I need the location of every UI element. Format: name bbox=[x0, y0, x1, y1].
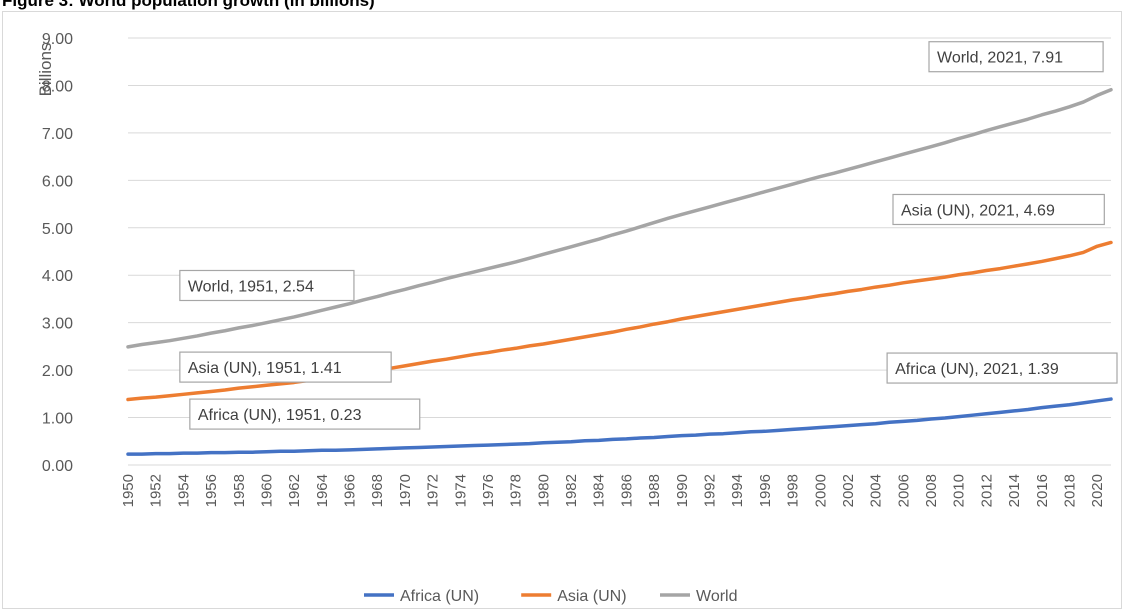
y-tick-label: 8.00 bbox=[42, 78, 73, 95]
y-tick-label: 7.00 bbox=[42, 126, 73, 143]
y-tick-label: 2.00 bbox=[42, 363, 73, 380]
y-tick-label: 0.00 bbox=[42, 458, 73, 475]
y-tick-label: 6.00 bbox=[42, 173, 73, 190]
y-tick-label: 9.00 bbox=[42, 31, 73, 48]
x-tick-label: 2008 bbox=[923, 474, 940, 507]
y-tick-label: 3.00 bbox=[42, 316, 73, 333]
chart-frame: 0.00 1.00 2.00 3.00 4.00 5.00 6.00 7.00 8.00 9.00… bbox=[2, 11, 1122, 609]
series-line-0 bbox=[126, 397, 1113, 456]
data-label-box bbox=[179, 351, 392, 383]
x-tick-label: 1986 bbox=[618, 474, 635, 507]
data-label-box bbox=[892, 193, 1105, 226]
data-label: World, 1951, 2.54 bbox=[188, 278, 314, 295]
y-axis-title: Billions bbox=[36, 43, 55, 97]
x-tick-label: 1980 bbox=[535, 474, 552, 507]
x-tick-label: 1966 bbox=[342, 474, 359, 507]
x-tick-label: 1950 bbox=[120, 474, 137, 507]
data-label: Asia (UN), 1951, 1.41 bbox=[188, 360, 342, 377]
y-tick-label: 5.00 bbox=[42, 221, 73, 238]
data-label-box bbox=[886, 352, 1118, 384]
x-tick-label: 1962 bbox=[286, 474, 303, 507]
x-tick-label: 1960 bbox=[258, 474, 275, 507]
x-tick-label: 2004 bbox=[868, 474, 885, 507]
x-tick-label: 1992 bbox=[701, 474, 718, 507]
x-tick-label: 1952 bbox=[148, 474, 165, 507]
x-tick-label: 1984 bbox=[591, 474, 608, 507]
x-tick-label: 2010 bbox=[951, 474, 968, 507]
x-tick-label: 1968 bbox=[369, 474, 386, 507]
x-tick-label: 1996 bbox=[757, 474, 774, 507]
legend-label-0: Africa (UN) bbox=[400, 588, 479, 605]
data-label: Asia (UN), 2021, 4.69 bbox=[901, 202, 1055, 219]
x-tick-label: 1970 bbox=[397, 474, 414, 507]
series-line-2 bbox=[126, 87, 1113, 349]
data-label: World, 2021, 7.91 bbox=[937, 50, 1063, 67]
x-tick-label: 1958 bbox=[231, 474, 248, 507]
x-tick-label: 2012 bbox=[978, 474, 995, 507]
data-label-box bbox=[928, 41, 1104, 73]
chart-svg: 0.00 1.00 2.00 3.00 4.00 5.00 6.00 7.00 8.00 9.00… bbox=[36, 31, 1118, 605]
x-tick-label: 1988 bbox=[646, 474, 663, 507]
x-tick-label: 2016 bbox=[1034, 474, 1051, 507]
x-tick-label: 1994 bbox=[729, 474, 746, 507]
x-tick-label: 1978 bbox=[508, 474, 525, 507]
x-tick-label: 2002 bbox=[840, 474, 857, 507]
y-tick-label: 1.00 bbox=[42, 411, 73, 428]
x-tick-label: 1956 bbox=[203, 474, 220, 507]
x-tick-label: 1974 bbox=[452, 474, 469, 507]
x-tick-label: 1972 bbox=[425, 474, 442, 507]
x-tick-label: 2014 bbox=[1006, 474, 1023, 507]
data-label-box bbox=[189, 398, 421, 430]
x-tick-label: 2000 bbox=[812, 474, 829, 507]
legend-label-1: Asia (UN) bbox=[557, 588, 626, 605]
x-tick-label: 2018 bbox=[1061, 474, 1078, 507]
x-tick-label: 1964 bbox=[314, 474, 331, 507]
figure-title: Figure 3: World population growth (in bi… bbox=[2, 0, 375, 10]
x-tick-label: 1976 bbox=[480, 474, 497, 507]
data-label: Africa (UN), 2021, 1.39 bbox=[895, 361, 1059, 378]
x-tick-label: 2020 bbox=[1089, 474, 1106, 507]
x-tick-label: 1998 bbox=[785, 474, 802, 507]
data-label-box bbox=[179, 269, 355, 302]
x-tick-label: 1954 bbox=[175, 474, 192, 507]
x-tick-label: 1990 bbox=[674, 474, 691, 507]
legend-label-2: World bbox=[696, 588, 738, 605]
x-tick-label: 1982 bbox=[563, 474, 580, 507]
y-tick-label: 4.00 bbox=[42, 268, 73, 285]
data-label: Africa (UN), 1951, 0.23 bbox=[198, 407, 362, 424]
x-tick-label: 2006 bbox=[895, 474, 912, 507]
